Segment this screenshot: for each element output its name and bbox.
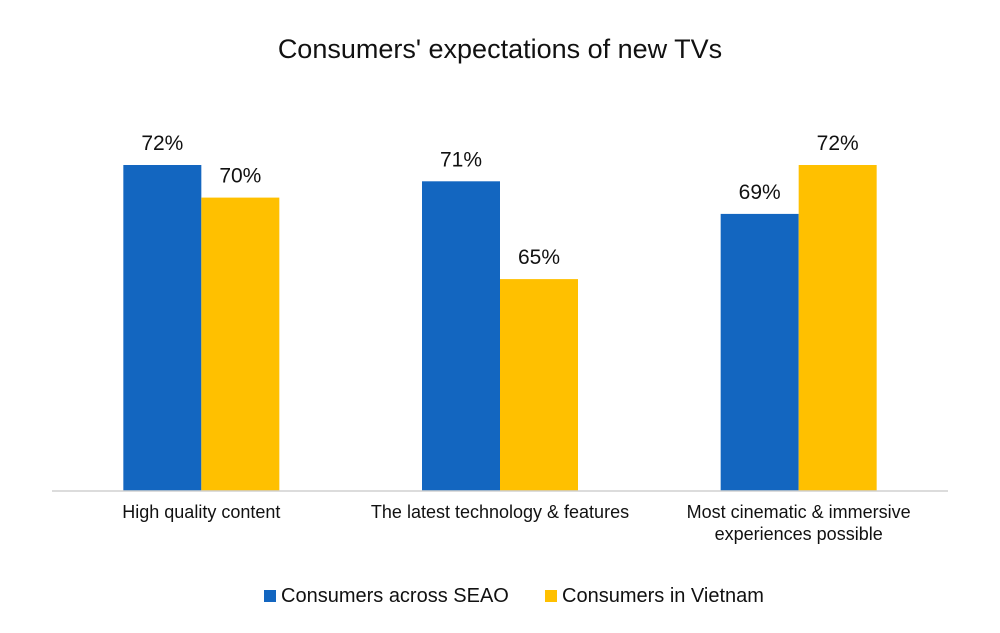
- legend-label: Consumers across SEAO: [281, 585, 509, 607]
- bar-1-2: [422, 181, 500, 492]
- data-label: 65%: [518, 246, 560, 269]
- category-label: The latest technology & features: [371, 502, 629, 522]
- legend-label: Consumers in Vietnam: [562, 585, 764, 607]
- legend-item: Consumers in Vietnam: [545, 585, 764, 607]
- legend-swatch: [545, 590, 557, 602]
- legend-item: Consumers across SEAO: [264, 585, 509, 607]
- chart-title: Consumers' expectations of new TVs: [278, 34, 722, 64]
- data-label: 72%: [817, 132, 859, 155]
- labels-layer: 72% 70% High quality content 71% 65% The late…: [122, 132, 910, 544]
- category-label: Most cinematic & immersive: [687, 502, 911, 522]
- data-label: 69%: [739, 181, 781, 204]
- bar-2-3: [798, 165, 877, 491]
- bar-2-1: [201, 197, 280, 491]
- bar-1-1: [123, 165, 202, 491]
- legend: Consumers across SEAO Consumers in Vietna…: [264, 585, 764, 607]
- legend-swatch: [264, 590, 276, 602]
- category-label: High quality content: [122, 502, 280, 522]
- data-label: 72%: [141, 132, 183, 155]
- bars-layer: [123, 165, 877, 492]
- data-label: 71%: [440, 148, 482, 171]
- bar-2-2: [500, 279, 578, 491]
- bar-1-3: [720, 213, 799, 491]
- data-label: 70%: [219, 165, 261, 188]
- category-label: experiences possible: [715, 524, 883, 544]
